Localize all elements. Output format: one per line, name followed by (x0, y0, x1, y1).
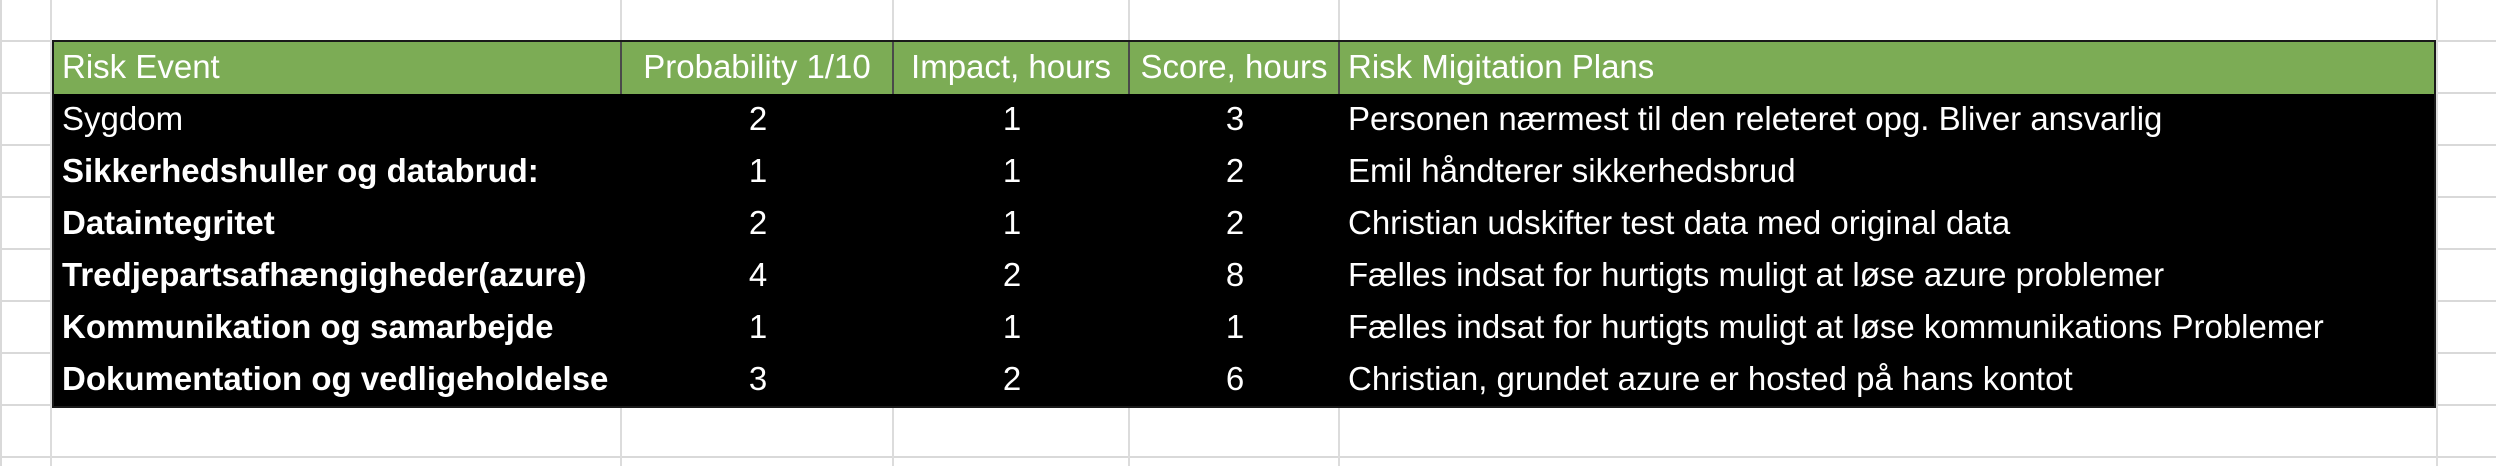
cell-score[interactable]: 2 (1225, 152, 1245, 189)
cell-probability[interactable]: 1 (748, 308, 768, 345)
cell-risk-event[interactable]: Tredjepartsafhængigheder(azure) (62, 256, 587, 293)
cell-risk-event[interactable]: Dataintegritet (62, 204, 275, 241)
cell-mitigation[interactable]: Christian udskifter test data med origin… (1348, 204, 2011, 241)
cell-risk-event[interactable]: Sikkerhedshuller og databrud: (62, 152, 539, 189)
cell-risk-event[interactable]: Sygdom (62, 100, 184, 137)
table-row: Sikkerhedshuller og databrud: 1 1 2 Emil… (54, 146, 2434, 198)
table-row: Sygdom 2 1 3 Personen nærmest til den re… (54, 94, 2434, 146)
cell-impact[interactable]: 1 (1002, 152, 1022, 189)
table-row: Tredjepartsafhængigheder(azure) 4 2 8 Fæ… (54, 250, 2434, 302)
table-row: Dokumentation og vedligeholdelse 3 2 6 C… (54, 354, 2434, 406)
cell-risk-event[interactable]: Dokumentation og vedligeholdelse (62, 360, 609, 397)
cell-impact[interactable]: 1 (1002, 204, 1022, 241)
table-row: Kommunikation og samarbejde 1 1 1 Fælles… (54, 302, 2434, 354)
cell-mitigation[interactable]: Fælles indsat for hurtigts muligt at løs… (1348, 308, 2324, 345)
cell-score[interactable]: 6 (1225, 360, 1245, 397)
header-cell-impact[interactable]: Impact, hours (894, 42, 1130, 94)
cell-mitigation[interactable]: Fælles indsat for hurtigts muligt at løs… (1348, 256, 2165, 293)
cell-probability[interactable]: 1 (748, 152, 768, 189)
cell-score[interactable]: 8 (1225, 256, 1245, 293)
cell-score[interactable]: 1 (1225, 308, 1245, 345)
cell-mitigation[interactable]: Christian, grundet azure er hosted på ha… (1348, 360, 2073, 397)
cell-score[interactable]: 2 (1225, 204, 1245, 241)
table-row: Dataintegritet 2 1 2 Christian udskifter… (54, 198, 2434, 250)
cell-probability[interactable]: 4 (748, 256, 768, 293)
cell-probability[interactable]: 2 (748, 204, 768, 241)
cell-impact[interactable]: 2 (1002, 256, 1022, 293)
cell-impact[interactable]: 1 (1002, 308, 1022, 345)
cell-impact[interactable]: 1 (1002, 100, 1022, 137)
cell-score[interactable]: 3 (1225, 100, 1245, 137)
header-cell-score[interactable]: Score, hours (1130, 42, 1340, 94)
header-cell-risk-event[interactable]: Risk Event (54, 42, 622, 94)
cell-probability[interactable]: 3 (748, 360, 768, 397)
cell-mitigation[interactable]: Personen nærmest til den releteret opg. … (1348, 100, 2163, 137)
cell-mitigation[interactable]: Emil håndterer sikkerhedsbrud (1348, 152, 1796, 189)
header-cell-probability[interactable]: Probability 1/10 (622, 42, 894, 94)
cell-probability[interactable]: 2 (748, 100, 768, 137)
risk-table: Risk Event Probability 1/10 Impact, hour… (52, 40, 2436, 408)
table-header-row: Risk Event Probability 1/10 Impact, hour… (54, 42, 2434, 94)
gridline (2436, 0, 2438, 466)
header-cell-mitigation[interactable]: Risk Migitation Plans (1348, 48, 1655, 85)
cell-risk-event[interactable]: Kommunikation og samarbejde (62, 308, 554, 345)
gridline (50, 0, 52, 466)
cell-impact[interactable]: 2 (1002, 360, 1022, 397)
